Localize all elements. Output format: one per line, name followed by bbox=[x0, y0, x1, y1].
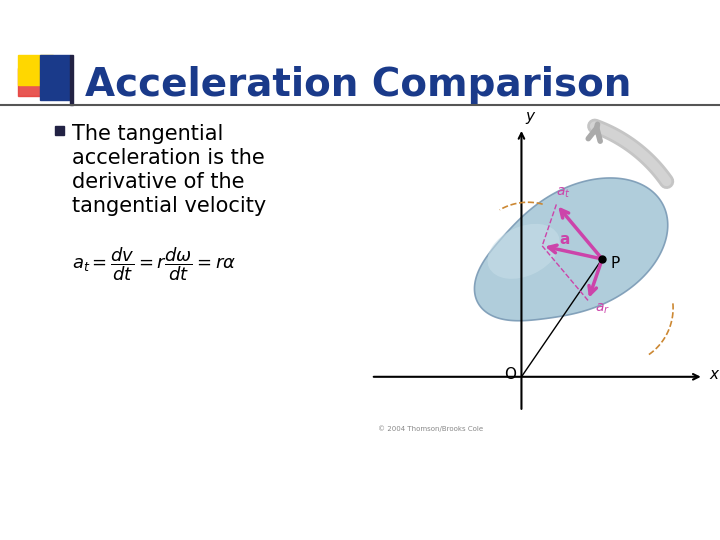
Text: tangential velocity: tangential velocity bbox=[72, 196, 266, 216]
Bar bbox=[40, 55, 70, 100]
Text: derivative of the: derivative of the bbox=[72, 172, 245, 192]
Text: acceleration is the: acceleration is the bbox=[72, 148, 265, 168]
Ellipse shape bbox=[487, 224, 559, 279]
Text: Acceleration Comparison: Acceleration Comparison bbox=[85, 66, 631, 104]
Polygon shape bbox=[474, 178, 667, 321]
Text: $a_t$: $a_t$ bbox=[557, 186, 571, 200]
Text: © 2004 Thomson/Brooks Cole: © 2004 Thomson/Brooks Cole bbox=[378, 426, 483, 433]
Text: $a_t = \dfrac{dv}{dt} = r\dfrac{d\omega}{dt} = r\alpha$: $a_t = \dfrac{dv}{dt} = r\dfrac{d\omega}… bbox=[72, 245, 236, 282]
Text: P: P bbox=[611, 256, 620, 271]
Bar bbox=[18, 68, 48, 96]
Bar bbox=[55, 126, 64, 135]
Bar bbox=[18, 55, 53, 85]
Text: $a_r$: $a_r$ bbox=[595, 301, 610, 316]
Text: a: a bbox=[559, 232, 570, 247]
Bar bbox=[70, 55, 73, 105]
Text: y: y bbox=[526, 109, 535, 124]
Text: x: x bbox=[709, 367, 718, 382]
Text: O: O bbox=[504, 367, 516, 382]
Text: The tangential: The tangential bbox=[72, 124, 223, 144]
